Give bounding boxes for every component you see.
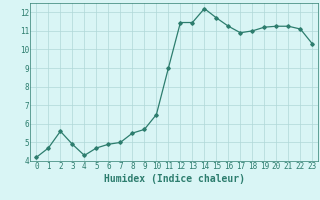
X-axis label: Humidex (Indice chaleur): Humidex (Indice chaleur) xyxy=(104,174,245,184)
